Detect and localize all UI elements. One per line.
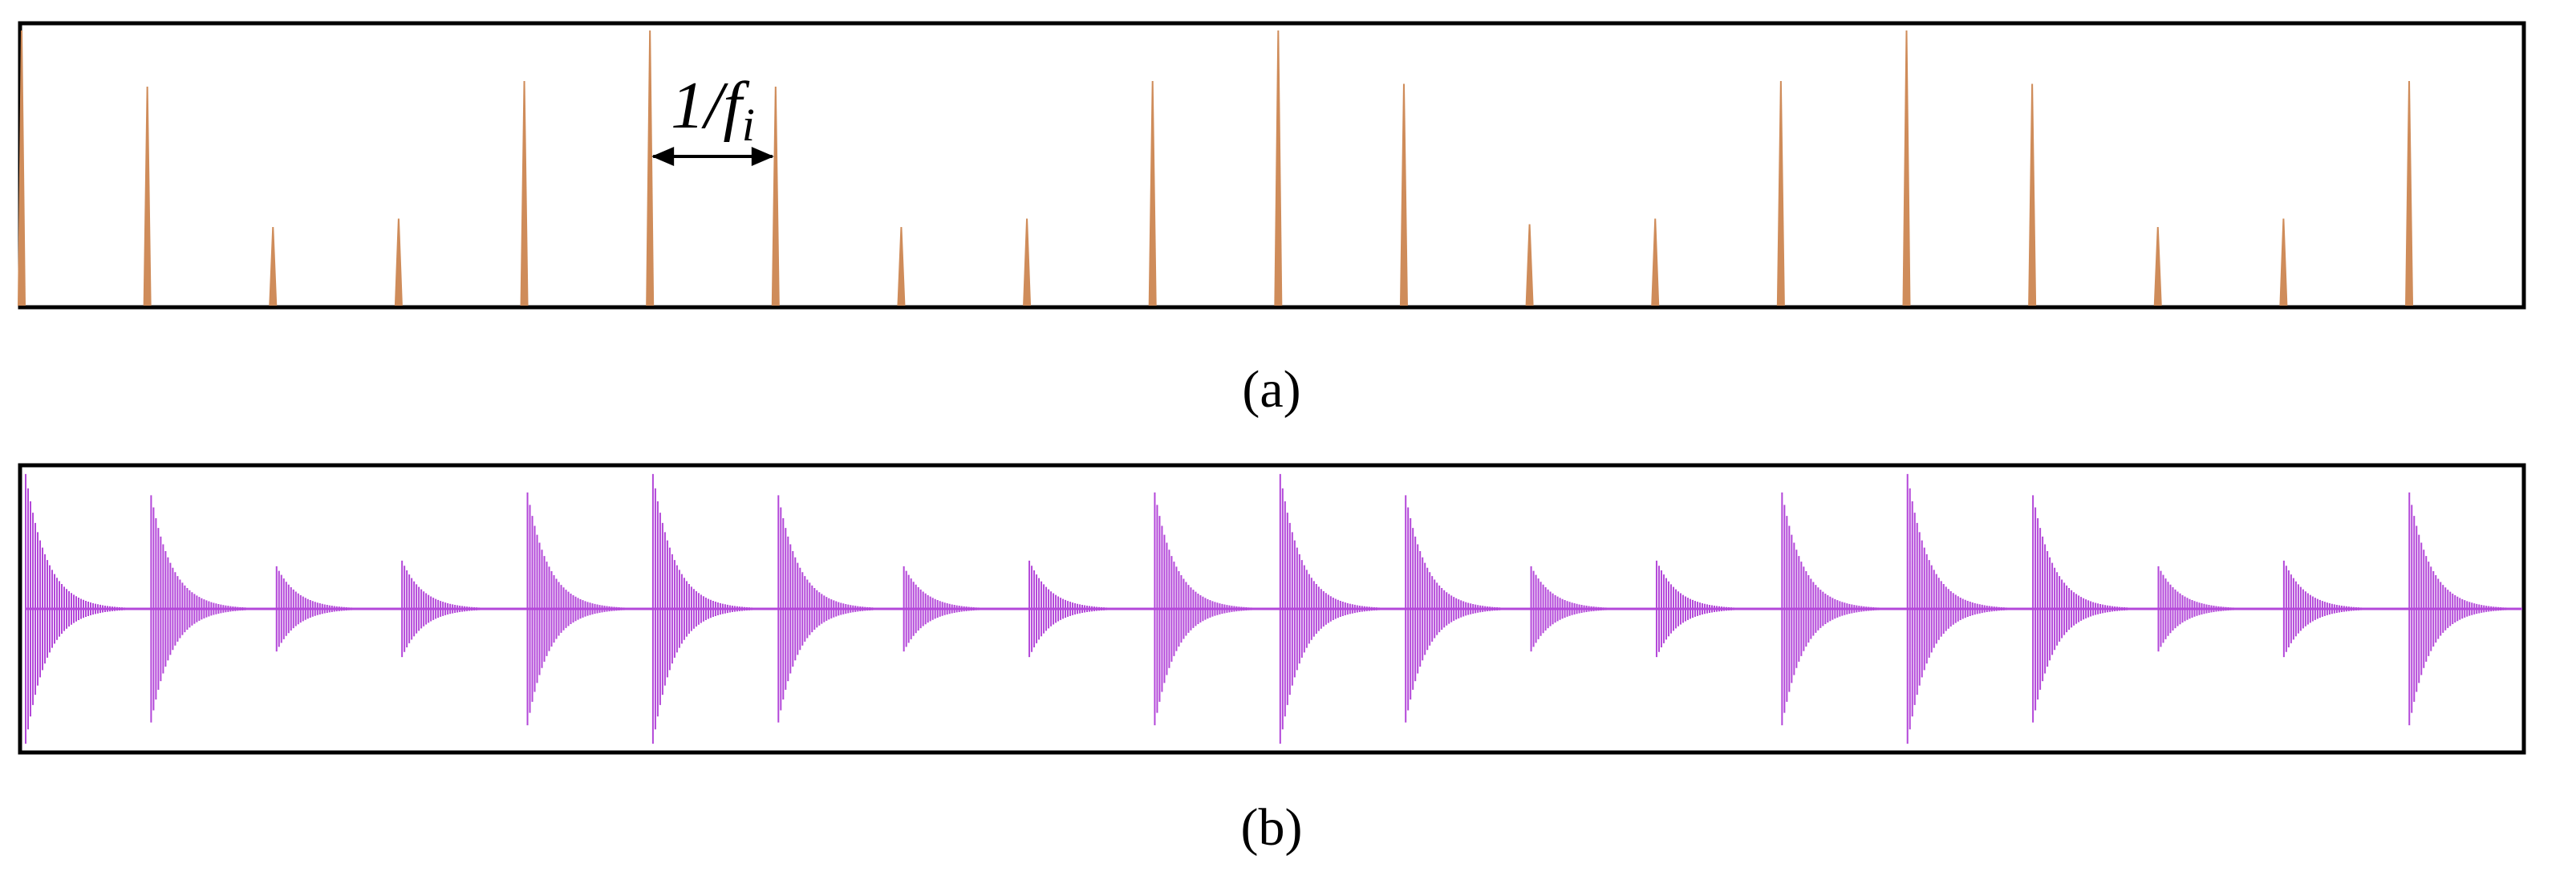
spike (646, 30, 655, 306)
spike (2279, 218, 2288, 306)
spike (269, 227, 278, 306)
spike (520, 81, 529, 306)
spike (18, 30, 26, 306)
spike (1023, 218, 1032, 306)
arrow-head (651, 147, 675, 166)
annotation-subscript: i (742, 99, 755, 151)
spike (1274, 30, 1283, 306)
spike (771, 87, 780, 306)
spike (394, 218, 403, 306)
annotation-text: 1/f (671, 68, 750, 143)
spike (2028, 83, 2037, 306)
panel-b-frame (18, 463, 2526, 755)
annotation: 1/fi (671, 68, 755, 151)
panel-a-frame (18, 21, 2526, 310)
spike (1651, 218, 1660, 306)
spike (1399, 83, 1408, 306)
caption: (b) (1241, 798, 1303, 857)
spike (2405, 81, 2414, 306)
spike (1776, 81, 1785, 306)
spike (143, 87, 152, 306)
spike (2153, 227, 2162, 306)
spike (1148, 81, 1157, 306)
spike (897, 227, 906, 306)
arrow-head (751, 147, 774, 166)
spike (1525, 224, 1534, 306)
caption: (a) (1242, 360, 1300, 419)
spike (1902, 30, 1911, 306)
